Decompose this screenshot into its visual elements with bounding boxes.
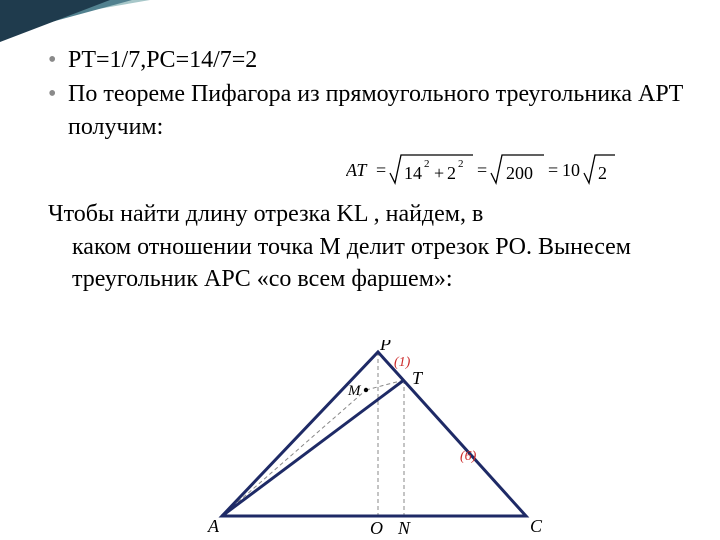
corner-tri-3	[0, 0, 110, 42]
slide-content: PT=1/7,PC=14/7=2 По теореме Пифагора из …	[48, 44, 684, 295]
rad1-b: 2	[447, 163, 456, 183]
segment-AT	[222, 380, 404, 516]
formula-eq-1: =	[376, 160, 386, 180]
bullet-item-1: PT=1/7,PC=14/7=2	[48, 44, 684, 76]
label-C: C	[530, 516, 543, 536]
triangle-diagram: (1) (6) P T M A O N C	[200, 340, 560, 540]
rad1-a-sup: 2	[424, 158, 430, 170]
triangle-APC	[222, 352, 526, 516]
label-A: A	[207, 516, 220, 536]
label-six: (6)	[460, 449, 477, 464]
rhs-rad: 2	[598, 163, 607, 183]
rhs-coeff: 10	[562, 160, 580, 180]
corner-tri-1	[0, 0, 150, 26]
corner-decoration	[0, 0, 160, 42]
label-P: P	[379, 340, 391, 354]
rad1-plus: +	[434, 163, 444, 183]
rad1-a: 14	[404, 163, 422, 183]
label-M: M	[347, 383, 362, 399]
pythagoras-formula: AT = 14 2 + 2 2 = 200 = 10 2	[346, 149, 636, 189]
paragraph-rest: каком отношении точка М делит отрезок PO…	[48, 231, 684, 296]
formula-eq-3: =	[548, 160, 558, 180]
corner-tri-2	[0, 0, 132, 36]
formula-eq-2: =	[477, 160, 487, 180]
rad2: 200	[506, 163, 533, 183]
formula-lhs: AT	[346, 160, 368, 180]
rad1-b-sup: 2	[458, 158, 464, 170]
line-AM-dash	[222, 390, 366, 516]
bullet-text-1: PT=1/7,PC=14/7=2	[68, 47, 257, 73]
point-M-dot	[364, 388, 368, 392]
label-T: T	[412, 368, 424, 388]
bullet-text-2: По теореме Пифагора из прямоугольного тр…	[68, 78, 684, 143]
bullet-list: PT=1/7,PC=14/7=2 По теореме Пифагора из …	[48, 44, 684, 143]
paragraph: Чтобы найти длину отрезка KL , найдем, в…	[48, 198, 684, 295]
formula-row: AT = 14 2 + 2 2 = 200 = 10 2	[48, 149, 684, 194]
label-N: N	[397, 518, 411, 538]
label-one: (1)	[394, 355, 411, 370]
label-O: O	[370, 518, 383, 538]
bullet-item-2: По теореме Пифагора из прямоугольного тр…	[48, 78, 684, 143]
paragraph-line1: Чтобы найти длину отрезка KL , найдем, в	[48, 201, 483, 227]
